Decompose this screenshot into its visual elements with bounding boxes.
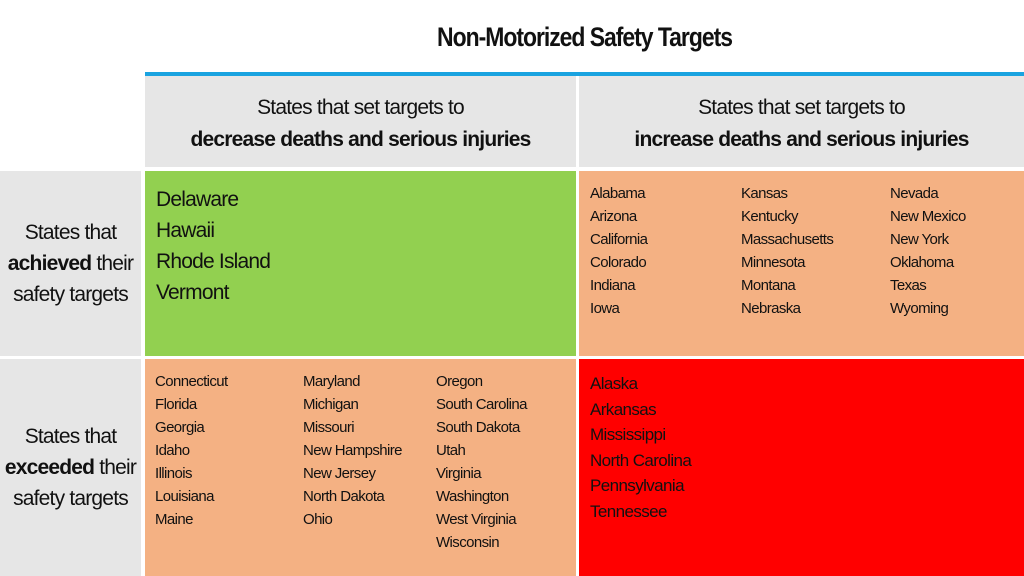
state-item: South Dakota (436, 419, 520, 436)
state-item: New Mexico (890, 208, 966, 225)
column-header-line2: decrease deaths and serious injuries (190, 128, 531, 151)
cell-achieved-decrease: Delaware Hawaii Rhode Island Vermont (145, 171, 576, 356)
row-header-rest: their (91, 252, 134, 275)
row-header-achieved: States that achieved their safety target… (0, 171, 141, 356)
state-item: Washington (436, 488, 509, 505)
state-item: Louisiana (155, 488, 214, 505)
column-header-increase: States that set targets to increase deat… (579, 76, 1024, 167)
state-item: North Carolina (590, 450, 692, 470)
state-item: Connecticut (155, 373, 228, 390)
state-item: Montana (741, 277, 796, 294)
row-header-bold: achieved (7, 252, 92, 275)
state-item: Indiana (590, 277, 636, 294)
state-item: Florida (155, 396, 197, 413)
state-item: Hawaii (156, 219, 215, 242)
state-item: Alaska (590, 374, 638, 393)
state-item: Georgia (155, 419, 205, 436)
state-item: Oklahoma (890, 254, 954, 271)
state-item: Wyoming (890, 300, 949, 317)
column-header-line1: States that set targets to (257, 96, 465, 119)
row-header-line1: States that (24, 221, 117, 244)
state-item: North Dakota (303, 488, 385, 505)
cell-achieved-increase: Alabama Arizona California Colorado Indiana I… (579, 171, 1024, 356)
state-item: Virginia (436, 465, 482, 482)
state-item: Texas (890, 277, 927, 294)
state-item: Massachusetts (741, 231, 834, 248)
state-item: Maryland (303, 373, 361, 390)
page-title: Non-Motorized Safety Targets (437, 22, 733, 52)
state-item: Tennessee (590, 501, 667, 521)
state-item: Minnesota (741, 254, 805, 271)
state-item: Mississippi (590, 425, 666, 444)
row-header-line3: safety targets (13, 283, 129, 306)
row-header-line2: exceeded their (0, 452, 141, 483)
row-header-line2: achieved their (0, 248, 141, 279)
state-item: Arizona (590, 208, 637, 225)
state-item: Oregon (436, 373, 483, 390)
row-header-line3: safety targets (13, 487, 129, 510)
state-item: Rhode Island (156, 250, 271, 273)
row-header-rest: their (94, 456, 137, 479)
cell-exceeded-decrease: Connecticut Florida Georgia Idaho Illinois Lo… (145, 359, 576, 576)
state-item: Vermont (156, 281, 229, 304)
state-item: Delaware (156, 188, 239, 211)
state-item: Kansas (741, 185, 788, 202)
row-header-bold: exceeded (4, 456, 95, 479)
state-item: Idaho (155, 442, 190, 459)
state-item: Wisconsin (436, 534, 500, 551)
column-header-line2: increase deaths and serious injuries (634, 128, 969, 151)
state-item: Michigan (303, 396, 359, 413)
state-item: Illinois (155, 465, 192, 482)
row-header-exceeded: States that exceeded their safety target… (0, 359, 141, 576)
accent-rule (145, 72, 1024, 76)
state-item: Ohio (303, 511, 333, 528)
state-item: Iowa (590, 300, 620, 317)
state-item: New York (890, 231, 949, 248)
state-item: California (590, 231, 648, 248)
state-item: West Virginia (436, 511, 517, 528)
state-item: Missouri (303, 419, 355, 436)
state-item: New Jersey (303, 465, 376, 482)
state-item: Nebraska (741, 300, 801, 317)
state-item: South Carolina (436, 396, 527, 413)
state-item: Arkansas (590, 399, 657, 419)
column-header-decrease: States that set targets to decrease deat… (145, 76, 576, 167)
cell-exceeded-increase: Alaska Arkansas Mississippi North Carolina P… (579, 359, 1024, 576)
state-item: Nevada (890, 185, 939, 202)
state-item: Pennsylvania (590, 476, 685, 495)
state-item: Kentucky (741, 208, 799, 225)
row-header-line1: States that (24, 425, 117, 448)
state-item: New Hampshire (303, 442, 403, 459)
column-header-line1: States that set targets to (698, 96, 906, 119)
state-item: Maine (155, 511, 193, 528)
state-item: Alabama (590, 185, 646, 202)
state-item: Colorado (590, 254, 647, 271)
state-item: Utah (436, 442, 466, 459)
